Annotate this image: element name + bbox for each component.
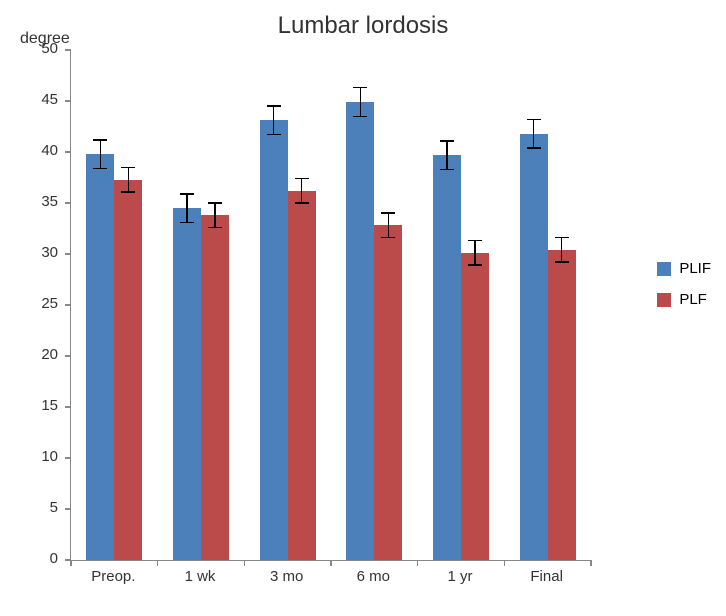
xtick-label: 3 mo — [270, 568, 303, 585]
ytick-mark — [65, 406, 71, 408]
ytick-label: 30 — [41, 244, 58, 261]
errorbar-cap — [208, 202, 222, 204]
ytick-label: 5 — [50, 499, 58, 516]
bar-plf — [374, 225, 402, 560]
ytick-label: 50 — [41, 40, 58, 57]
errorbar-cap — [121, 191, 135, 193]
legend-swatch-plif — [657, 262, 671, 276]
errorbar-cap — [468, 264, 482, 266]
errorbar-cap — [93, 168, 107, 170]
errorbar-cap — [93, 139, 107, 141]
bar-plf — [201, 215, 229, 560]
errorbar — [533, 119, 535, 148]
bar-plif — [173, 208, 201, 560]
ytick-mark — [65, 151, 71, 153]
xtick-mark — [70, 560, 72, 566]
xtick-mark — [157, 560, 159, 566]
ytick-label: 25 — [41, 295, 58, 312]
errorbar-cap — [381, 212, 395, 214]
legend-item-plif: PLIF — [657, 260, 711, 277]
ytick-label: 45 — [41, 91, 58, 108]
errorbar — [128, 167, 130, 191]
errorbar — [561, 238, 563, 262]
errorbar-cap — [267, 105, 281, 107]
errorbar — [273, 106, 275, 135]
ytick-mark — [65, 100, 71, 102]
errorbar-cap — [295, 178, 309, 180]
errorbar-cap — [353, 116, 367, 118]
bar-plf — [114, 180, 142, 560]
xtick-mark — [590, 560, 592, 566]
xtick-mark — [244, 560, 246, 566]
errorbar — [446, 141, 448, 170]
errorbar-cap — [180, 222, 194, 224]
ytick-mark — [65, 355, 71, 357]
ytick-mark — [65, 508, 71, 510]
errorbar — [214, 203, 216, 227]
bar-plif — [520, 134, 548, 560]
bar-plf — [461, 253, 489, 560]
xtick-label: 1 yr — [447, 568, 472, 585]
errorbar — [474, 241, 476, 265]
legend-label-plf: PLF — [679, 291, 707, 308]
ytick-mark — [65, 49, 71, 51]
errorbar — [360, 88, 362, 117]
errorbar-cap — [267, 134, 281, 136]
xtick-mark — [330, 560, 332, 566]
xtick-label: 6 mo — [357, 568, 390, 585]
legend-item-plf: PLF — [657, 291, 711, 308]
bar-plif — [86, 154, 114, 560]
errorbar-cap — [468, 240, 482, 242]
xtick-mark — [417, 560, 419, 566]
errorbar-cap — [440, 140, 454, 142]
errorbar-cap — [353, 87, 367, 89]
bar-plf — [548, 250, 576, 560]
errorbar-cap — [381, 237, 395, 239]
errorbar — [186, 194, 188, 223]
bar-plif — [433, 155, 461, 560]
ytick-label: 20 — [41, 346, 58, 363]
legend: PLIF PLF — [657, 260, 711, 322]
errorbar-cap — [180, 193, 194, 195]
errorbar — [388, 213, 390, 237]
bar-plif — [346, 102, 374, 560]
ytick-mark — [65, 304, 71, 306]
bar-plf — [288, 191, 316, 560]
xtick-mark — [504, 560, 506, 566]
ytick-label: 15 — [41, 397, 58, 414]
errorbar-cap — [555, 237, 569, 239]
errorbar-cap — [121, 167, 135, 169]
plot-area — [70, 50, 591, 561]
errorbar — [301, 179, 303, 203]
xtick-label: Preop. — [91, 568, 135, 585]
bar-plif — [260, 120, 288, 560]
errorbar-cap — [295, 202, 309, 204]
xtick-label: Final — [530, 568, 563, 585]
errorbar — [100, 140, 102, 169]
ytick-mark — [65, 253, 71, 255]
ytick-label: 40 — [41, 142, 58, 159]
ytick-label: 10 — [41, 448, 58, 465]
ytick-label: 0 — [50, 550, 58, 567]
errorbar-cap — [527, 119, 541, 121]
errorbar-cap — [527, 147, 541, 149]
legend-label-plif: PLIF — [679, 260, 711, 277]
ytick-mark — [65, 202, 71, 204]
errorbar-cap — [440, 169, 454, 171]
errorbar-cap — [555, 261, 569, 263]
ytick-mark — [65, 457, 71, 459]
legend-swatch-plf — [657, 293, 671, 307]
chart-container: Lumbar lordosis degree PLIF PLF 05101520… — [0, 0, 726, 616]
ytick-label: 35 — [41, 193, 58, 210]
errorbar-cap — [208, 227, 222, 229]
chart-title: Lumbar lordosis — [0, 12, 726, 40]
xtick-label: 1 wk — [185, 568, 216, 585]
